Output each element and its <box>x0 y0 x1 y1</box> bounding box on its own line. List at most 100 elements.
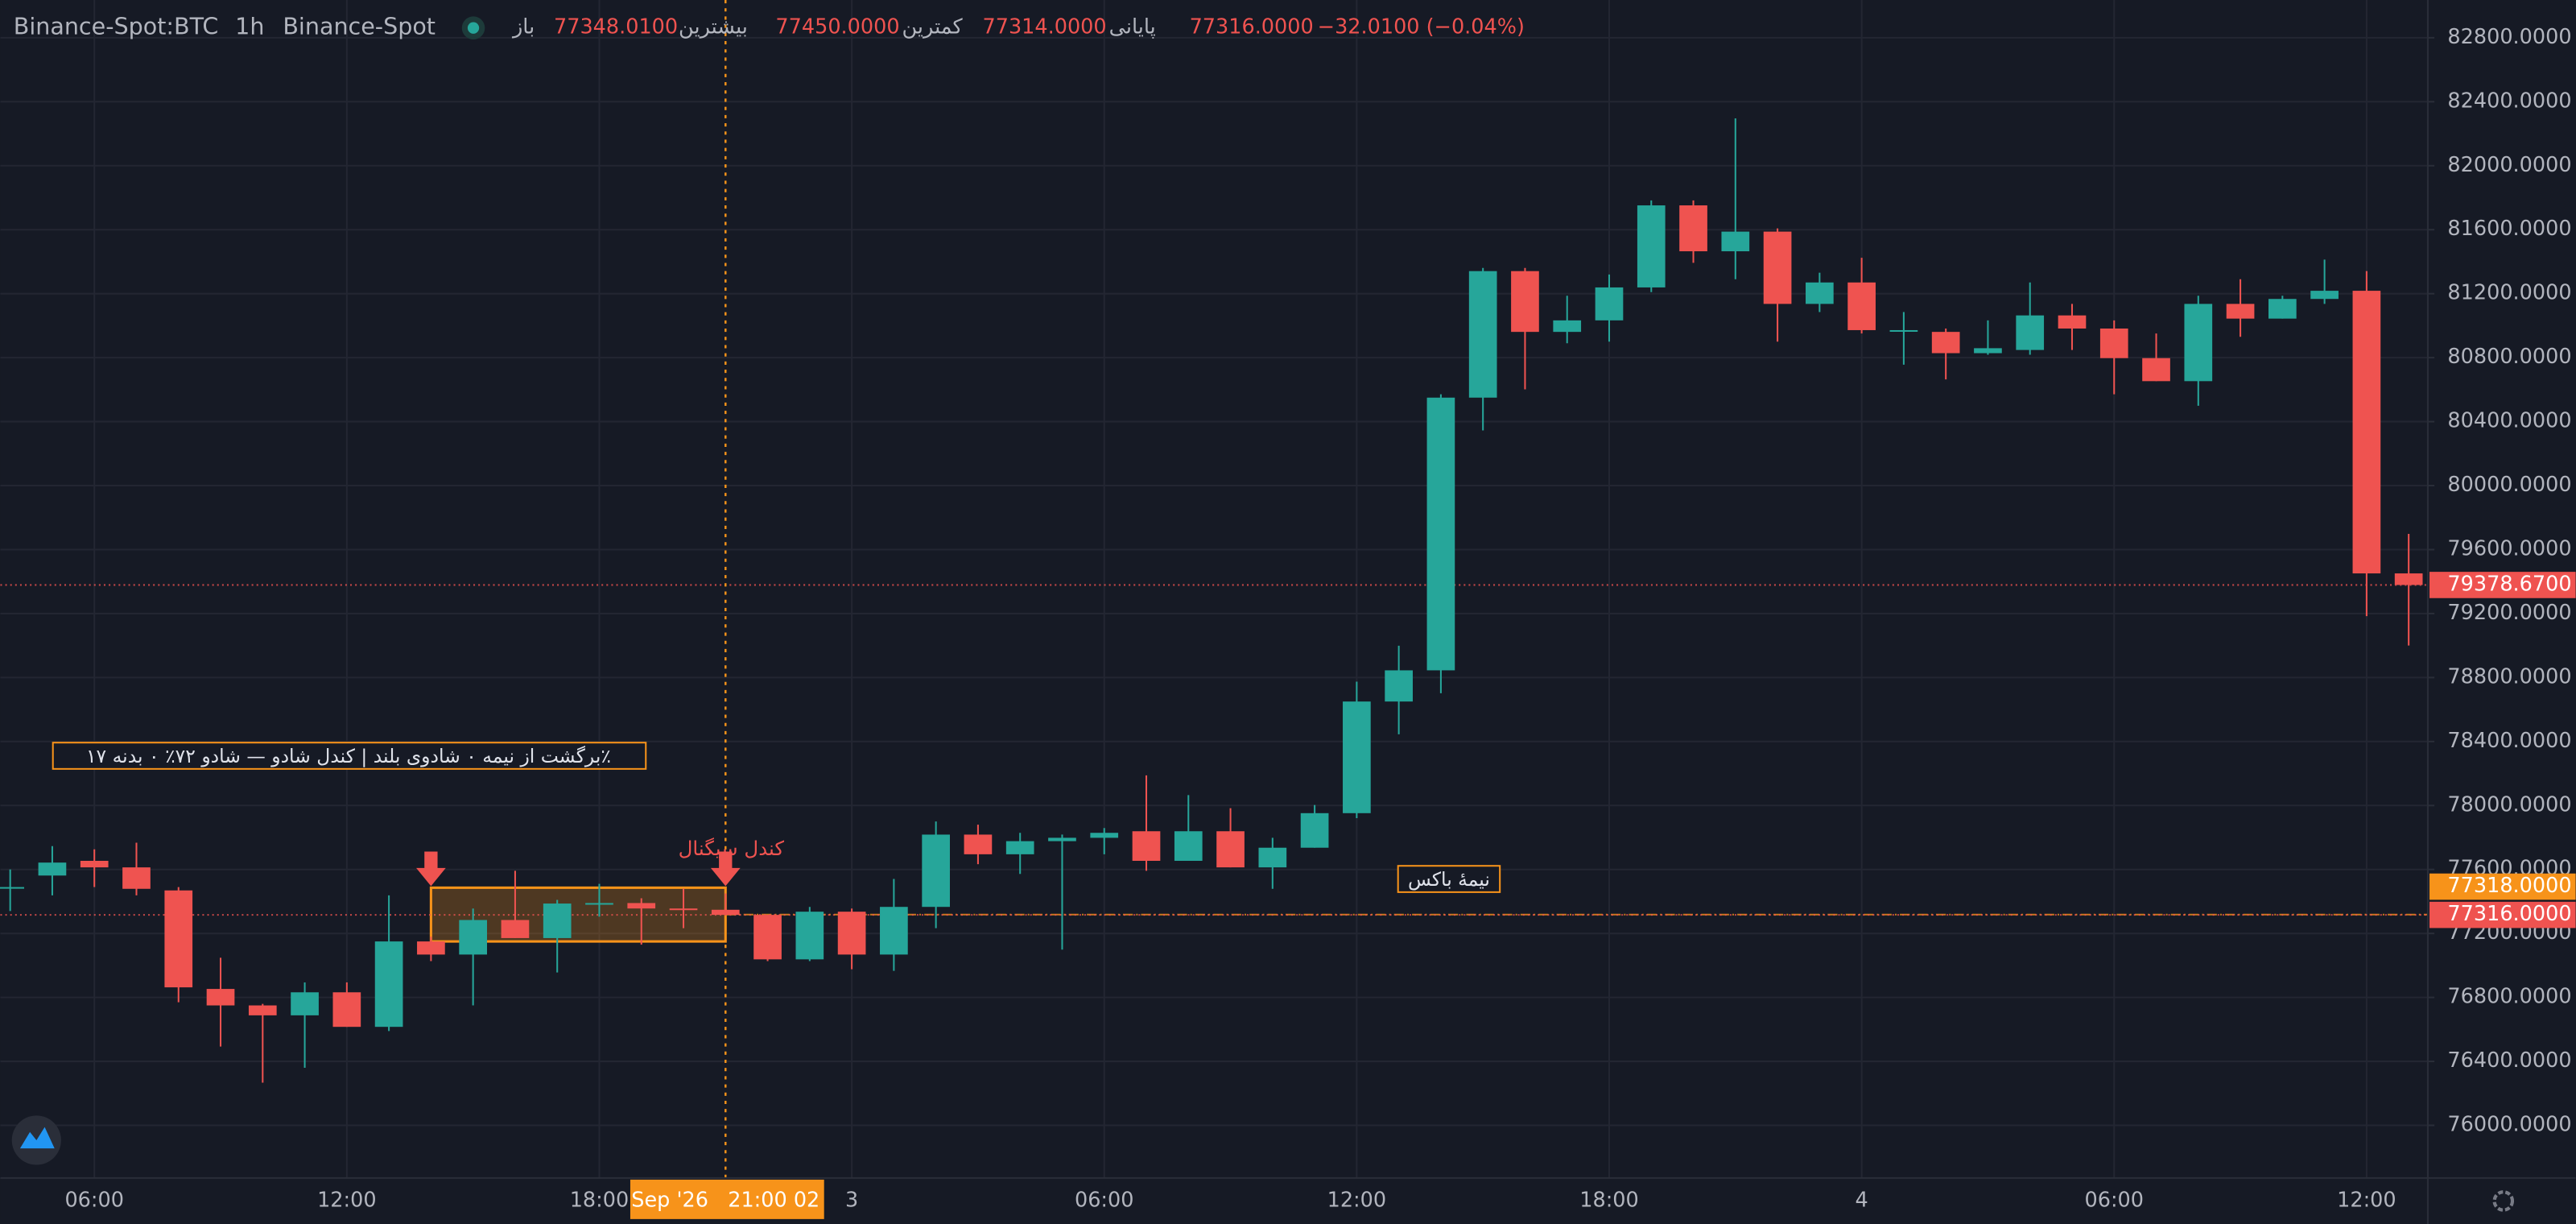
y-tick-label: 78400.0000 <box>2447 729 2571 753</box>
y-tick-label: 79600.0000 <box>2447 536 2571 560</box>
signal-arrow <box>416 851 446 887</box>
candle-body <box>711 909 740 916</box>
candle-body <box>2352 291 2381 574</box>
x-tick-label: 12:00 <box>317 1188 377 1212</box>
y-tick-label: 81200.0000 <box>2447 281 2571 305</box>
candle-body <box>206 989 235 1006</box>
x-tick-label: 18:00 <box>570 1188 630 1212</box>
candle-body <box>2184 304 2213 382</box>
open-label: باز <box>511 15 535 39</box>
candle-body <box>122 867 151 889</box>
candle-body <box>1090 833 1119 838</box>
candle-body <box>1553 320 1582 333</box>
close-label: پایانی <box>1109 15 1156 39</box>
candle-body <box>585 903 613 905</box>
x-tick-label: 3 <box>845 1188 858 1212</box>
candle-body <box>1005 841 1034 854</box>
candle-body <box>2058 315 2087 329</box>
candle-body <box>1847 282 1876 330</box>
candle-body <box>0 887 25 889</box>
candle-body <box>669 908 698 911</box>
candle-body <box>964 834 993 854</box>
signal-arrow <box>710 851 741 887</box>
header: Binance-Spot:BTC 1h Binance-Spot باز 773… <box>14 13 1525 40</box>
candle-body <box>1637 205 1666 287</box>
low-label: کمترین <box>902 15 964 39</box>
y-tick-label: 81600.0000 <box>2447 217 2571 241</box>
status-dot <box>467 22 480 34</box>
logo-icon <box>19 1127 55 1149</box>
candle-body <box>38 862 67 876</box>
candle-body <box>2226 304 2255 319</box>
crosshair-time-label: Sep '26 21:00 02 <box>631 1188 819 1212</box>
candle-body <box>164 890 193 988</box>
price-marker-label: 79378.6700 <box>2447 572 2571 596</box>
settings-button[interactable] <box>2492 1190 2515 1212</box>
candle-body <box>922 834 950 908</box>
candle-body <box>1258 847 1287 868</box>
candle-body <box>374 941 403 1028</box>
x-tick-label: 12:00 <box>2337 1188 2396 1212</box>
x-tick-label: 06:00 <box>1075 1188 1134 1212</box>
candle-body <box>1426 397 1455 671</box>
y-tick-label: 82400.0000 <box>2447 89 2571 113</box>
plot: ٪برگشت از نیمه ۰ شادوی بلند | کندل شادو … <box>0 0 2428 1178</box>
candle-body <box>1468 271 1497 398</box>
candle-body <box>291 992 319 1015</box>
candle-body <box>753 915 782 960</box>
price-marker-label: 77318.0000 <box>2447 874 2571 898</box>
symbol: Binance-Spot:BTC <box>14 13 219 40</box>
candle-body <box>1763 231 1792 304</box>
candle-body <box>1216 831 1245 868</box>
y-tick-label: 79200.0000 <box>2447 601 2571 625</box>
interval: 1h <box>235 13 264 40</box>
candle-body <box>417 941 445 955</box>
price-marker <box>2429 901 2576 928</box>
candle-body <box>1132 831 1161 861</box>
x-tick-label: 06:00 <box>64 1188 124 1212</box>
candle-body <box>1511 271 1539 333</box>
candle-body <box>1174 831 1203 861</box>
exchange: Binance-Spot <box>283 13 436 40</box>
y-tick-label: 78000.0000 <box>2447 792 2571 817</box>
y-tick-label: 80000.0000 <box>2447 473 2571 497</box>
candle-body <box>1385 670 1413 702</box>
high-label: بیشترین <box>679 15 748 39</box>
candle-body <box>248 1005 277 1015</box>
open-value: 77348.0100 <box>554 15 678 39</box>
y-tick-label: 76800.0000 <box>2447 985 2571 1009</box>
candle-body <box>332 992 361 1028</box>
candle-body <box>2099 328 2128 358</box>
close-value: 77316.0000 <box>1190 15 1314 39</box>
candle-body <box>1806 282 1834 304</box>
candle-body <box>1974 348 2002 354</box>
y-tick-label: 80400.0000 <box>2447 409 2571 433</box>
candle-body <box>2016 315 2045 350</box>
x-tick-label: 12:00 <box>1327 1188 1387 1212</box>
candle-body <box>1889 329 1918 333</box>
candle-body <box>880 907 908 955</box>
candle-body <box>501 920 530 938</box>
y-tick-label: 82800.0000 <box>2447 25 2571 49</box>
candle-body <box>2268 299 2297 319</box>
candle-body <box>627 903 656 909</box>
candle-body <box>2394 573 2423 585</box>
candle-body <box>1048 837 1076 842</box>
x-tick-label: 4 <box>1856 1188 1868 1212</box>
crosshair-time <box>630 1179 824 1219</box>
signal-label: کندل سیگنال <box>679 837 785 860</box>
candle-body <box>795 912 824 960</box>
candle-body <box>543 904 572 938</box>
candle-body <box>459 920 488 955</box>
change-value: −32.0100 (−0.04%) <box>1318 15 1525 39</box>
annotation-box <box>52 742 647 770</box>
candle-body <box>80 860 109 868</box>
low-value: 77314.0000 <box>983 15 1107 39</box>
y-tick-label: 80800.0000 <box>2447 345 2571 369</box>
y-tick-label: 76400.0000 <box>2447 1048 2571 1073</box>
y-tick-label: 76000.0000 <box>2447 1113 2571 1137</box>
candle-body <box>1300 813 1329 848</box>
annotation-box <box>1397 865 1501 893</box>
